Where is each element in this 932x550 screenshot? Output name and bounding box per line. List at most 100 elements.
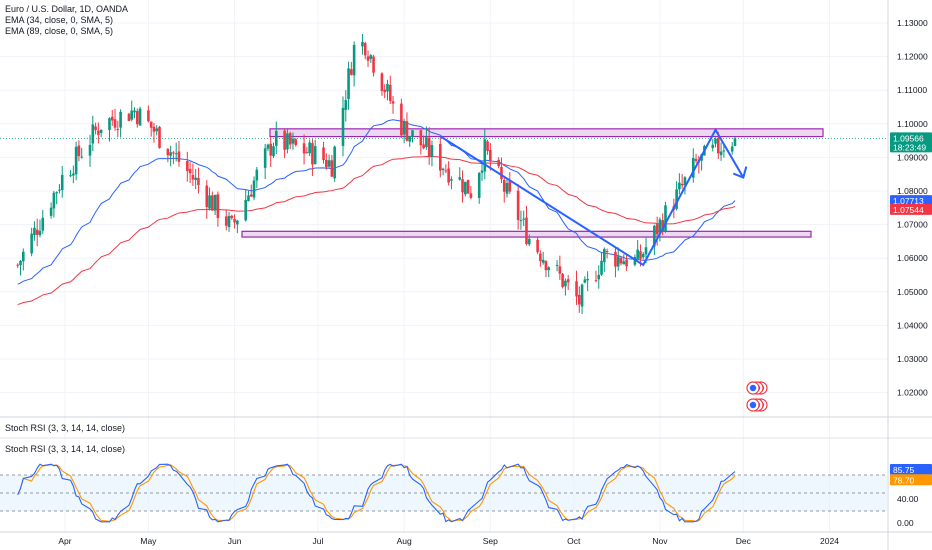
candle [733, 136, 737, 147]
candle-body [133, 110, 136, 113]
price-tick-label: 1.06000 [897, 253, 928, 263]
time-tick-label: Oct [567, 536, 581, 546]
candle [383, 84, 386, 99]
last-price-box-bg [890, 132, 932, 153]
candle-body [274, 130, 278, 146]
candle-body [644, 247, 648, 255]
candle-body [249, 194, 253, 197]
candle [483, 128, 487, 180]
candle-body [211, 195, 214, 211]
candle-body [661, 220, 664, 232]
candle-body [138, 108, 142, 126]
candle [263, 143, 267, 180]
candle [527, 234, 531, 247]
candle-body [311, 143, 314, 165]
candle [519, 210, 523, 230]
candle-body [380, 73, 384, 91]
candle [522, 210, 525, 227]
candle [694, 153, 698, 164]
candle-body [255, 169, 259, 181]
candle-body [272, 146, 275, 157]
candle [197, 167, 200, 194]
candle [480, 162, 484, 181]
candle-body [344, 100, 348, 110]
candle [580, 283, 584, 314]
candle [127, 112, 131, 122]
candle-body [191, 174, 195, 180]
price-tick-label: 1.05000 [897, 287, 928, 297]
candle [561, 272, 564, 289]
candle [155, 125, 159, 136]
candle [286, 129, 289, 154]
rsi-d-box: 78.70 [890, 474, 932, 486]
candle [525, 205, 528, 246]
candle-body [616, 256, 620, 267]
event-icons[interactable] [746, 381, 768, 412]
candle-body [500, 167, 503, 180]
candle [55, 191, 58, 205]
candle-body [430, 145, 434, 158]
candle-body [469, 193, 473, 198]
candle-body [464, 181, 467, 195]
candle-body [683, 177, 687, 186]
candle-body [400, 103, 403, 136]
candle-body [38, 230, 42, 236]
candle [72, 165, 75, 184]
candle-body [308, 142, 311, 154]
candle [35, 218, 39, 247]
stoch-rsi-k-line [17, 463, 736, 523]
candle [158, 125, 161, 149]
main-legend: Euro / U.S. Dollar, 1D, OANDA EMA (34, c… [5, 4, 128, 37]
candle-body [330, 160, 334, 177]
candle [166, 148, 170, 163]
candle [363, 41, 367, 60]
candle [152, 122, 156, 143]
candle [372, 54, 375, 77]
candle-body [450, 179, 453, 181]
candle [600, 252, 603, 276]
event-flag-icon [746, 381, 760, 395]
candle [330, 154, 334, 177]
candle [350, 61, 353, 76]
candle-body [594, 280, 598, 282]
candle-body [41, 217, 45, 231]
candle [430, 140, 434, 167]
candle [388, 75, 392, 105]
price-tick-label: 1.12000 [897, 52, 928, 62]
candle [327, 154, 331, 168]
candle [41, 209, 45, 234]
candle [714, 137, 717, 148]
candle [400, 98, 403, 139]
event-dot [749, 384, 757, 392]
candle [97, 122, 100, 144]
candles[interactable] [16, 33, 737, 314]
candle [291, 132, 295, 150]
candle [391, 95, 395, 114]
candle [341, 96, 345, 157]
candle [380, 72, 384, 96]
candle [227, 212, 231, 232]
candle [244, 189, 247, 222]
candle [60, 166, 64, 198]
candle-body [69, 175, 72, 177]
candle-body [236, 220, 239, 225]
candle-body [522, 218, 525, 220]
candle [564, 278, 567, 296]
candle-body [119, 111, 122, 128]
candle [603, 247, 606, 272]
candle-body [155, 128, 159, 132]
candle [622, 254, 626, 265]
candle [464, 181, 467, 197]
candle-body [717, 138, 720, 154]
candle [133, 107, 136, 119]
candle-body [508, 181, 512, 192]
candle [408, 135, 412, 147]
candle-body [653, 225, 656, 247]
candle [466, 179, 470, 194]
candle [247, 190, 250, 202]
candle [583, 276, 587, 284]
rsi-legend-1: Stoch RSI (3, 3, 14, 14, close) [5, 423, 125, 434]
candle-body [74, 146, 78, 175]
candle [500, 157, 503, 184]
